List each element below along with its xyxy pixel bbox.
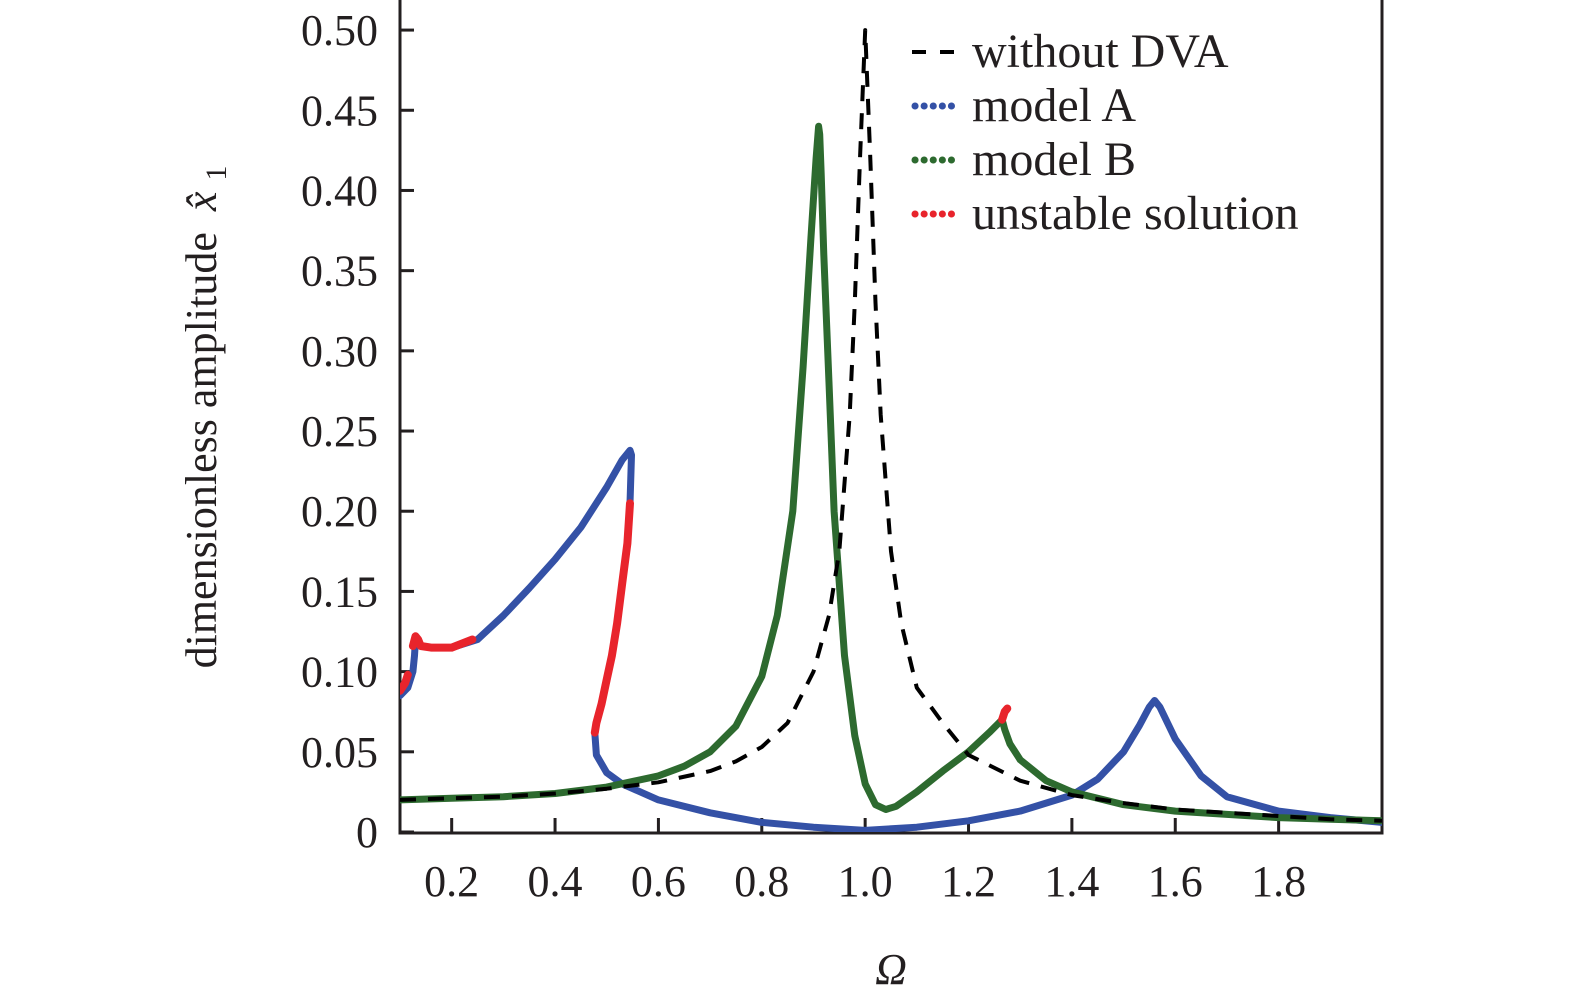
x-tick-label: 0.4: [528, 857, 583, 906]
legend-item-unstable-solution: unstable solution: [911, 187, 1299, 240]
y-axis-label: dimensionless amplitude x̂ 1: [177, 166, 233, 669]
plot-frame: [398, 0, 1384, 835]
y-axis-label-subscript: 1: [200, 166, 233, 181]
x-tick-label: 1.8: [1251, 857, 1306, 906]
legend-label: model A: [972, 79, 1136, 132]
series-line-unstable-solution-3: [590, 499, 634, 737]
y-tick-label: 0.15: [301, 567, 378, 616]
y-axis-label-symbol: x̂: [177, 191, 226, 212]
svg-text:dimensionless amplitude: dimensionless amplitude x̂ 1: [177, 166, 233, 669]
series-line-without-dva: [400, 28, 1382, 823]
legend-label: model B: [972, 133, 1136, 186]
series-line-model-a: [400, 446, 1382, 832]
series-line-unstable-solution-4: [998, 704, 1012, 724]
y-tick-label: 0.50: [301, 6, 378, 55]
y-tick-label: 0.40: [301, 166, 378, 215]
x-tick-label: 1.0: [838, 857, 893, 906]
legend-label: unstable solution: [972, 187, 1299, 240]
y-tick-label: 0.30: [301, 327, 378, 376]
y-tick-label: 0.45: [301, 86, 378, 135]
x-tick-label: 0.6: [631, 857, 686, 906]
x-ticks: 0.2 0.4 0.6 0.8 1.0 1.2 1.4 1.6 1.8: [424, 818, 1306, 906]
y-axis-label-text: dimensionless amplitude: [177, 232, 226, 668]
y-tick-label: 0.10: [301, 648, 378, 697]
x-tick-label: 1.6: [1148, 857, 1203, 906]
legend-item-model-b: model B: [911, 133, 1136, 186]
legend-label: without DVA: [972, 25, 1229, 78]
series-layer: [400, 28, 1382, 832]
x-axis-label: Ω: [875, 945, 907, 994]
plot-area: [400, 28, 1382, 832]
x-tick-label: 0.2: [424, 857, 479, 906]
x-tick-label: 1.4: [1044, 857, 1099, 906]
legend-item-model-a: model A: [911, 79, 1136, 132]
y-ticks: 0 0.05 0.10 0.15 0.20 0.25 0.30 0.35 0.40 0.45 0.5…: [301, 6, 414, 857]
series-line-unstable-solution-1: [400, 670, 412, 695]
y-tick-label: 0.05: [301, 728, 378, 777]
legend-item-without-dva: without DVA: [912, 25, 1229, 78]
x-tick-label: 1.2: [941, 857, 996, 906]
y-tick-label: 0.20: [301, 487, 378, 536]
x-tick-label: 0.8: [734, 857, 789, 906]
y-tick-label: 0.25: [301, 407, 378, 456]
y-tick-label: 0.35: [301, 247, 378, 296]
series-line-model-b: [400, 122, 1382, 825]
series-line-unstable-solution-2: [408, 632, 477, 652]
y-tick-label: 0: [356, 808, 378, 857]
